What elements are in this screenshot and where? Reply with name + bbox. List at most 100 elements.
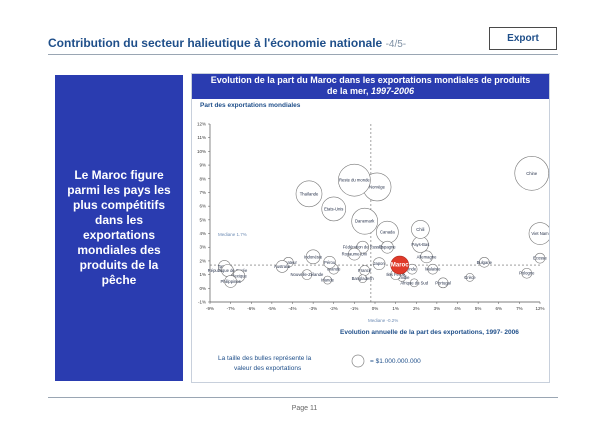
bubble [521, 267, 533, 279]
page-indicator: -4/5- [385, 39, 407, 50]
bubble-label: Chili [416, 227, 424, 232]
bubble [479, 256, 490, 268]
bubble [514, 155, 549, 191]
y-tick-label: -1% [198, 300, 206, 305]
bubble-label: Irlande [321, 278, 334, 283]
bubble-label: Iles Féroé [386, 272, 405, 277]
x-tick-label: -6% [247, 306, 255, 311]
slide-title: Contribution du secteur halieutique à l'… [48, 36, 406, 50]
bubble [338, 163, 371, 197]
bubble [323, 275, 332, 285]
bubble-label: Royaume-Uni [342, 252, 368, 257]
bubble-layer: Chine Viet Nam Ecosse Pologne Bulgarie Grèce P… [208, 155, 549, 289]
y-tick-label: 9% [199, 163, 206, 168]
chart-title-line2: de la mer, [326, 86, 369, 96]
y-tick-label: 5% [199, 217, 206, 222]
bubble [275, 260, 289, 273]
bubble [381, 240, 394, 254]
y-tick-label: 7% [199, 190, 206, 195]
x-tick-label: -9% [206, 306, 214, 311]
bubble [409, 278, 419, 288]
bubble-label: Islande [327, 267, 341, 272]
bubble-label: Japon [373, 261, 385, 266]
bubble-label: Thaïlande [300, 191, 319, 196]
bubble-label: Danemark [355, 219, 375, 224]
y-tick-label: 11% [197, 135, 206, 140]
bubble-label: Philippines [220, 279, 240, 284]
bubble [528, 222, 549, 245]
bubble-label: Bangladesh [352, 276, 375, 281]
bubble [372, 257, 386, 270]
x-tick-label: -7% [227, 306, 235, 311]
bubble-label: Norvège [369, 184, 385, 189]
bubble-label: Indonésie [304, 254, 323, 259]
median-y-label: Mediane 1.7% [218, 232, 247, 237]
bubble-label: Bulgarie [477, 260, 493, 265]
y-tick-label: 2% [199, 258, 206, 263]
bubble-chart: Part des exportations mondiales -9% -7% -6… [197, 102, 549, 372]
bubble [427, 263, 439, 275]
bubble-label: Maroc [391, 263, 409, 269]
chart-title-band: Evolution de la part du Maroc dans les e… [192, 74, 549, 99]
bubble-label: Mexique [231, 273, 247, 278]
footer-divider [48, 397, 558, 398]
x-tick-label: 3% [434, 306, 441, 311]
x-tick-label: -4% [288, 306, 296, 311]
bubble [321, 196, 347, 222]
bubble-label: Etats-Unis [324, 206, 343, 211]
x-tick-label: 1% [392, 306, 399, 311]
x-tick-label: -2% [330, 306, 338, 311]
export-button[interactable]: Export [489, 27, 557, 50]
bubble [295, 180, 323, 208]
x-tick-label: 6% [495, 306, 502, 311]
bubble [411, 220, 430, 239]
bubble-label: France [358, 268, 372, 273]
y-axis-title: Part des exportations mondiales [200, 102, 301, 109]
legend-text-line1: La taille des bulles représente la [218, 355, 312, 362]
bubble [356, 240, 369, 254]
legend-text-line2: valeur des exportations [234, 365, 302, 372]
bubble [358, 274, 367, 284]
title-divider [48, 54, 558, 55]
bubble-label: Portugal [435, 280, 451, 285]
chart-title-line1: Evolution de la part du Maroc dans les e… [210, 75, 531, 85]
x-tick-label: 0% [372, 306, 379, 311]
bubble-label: Ecosse [533, 256, 547, 261]
bubble-label: Pérou [324, 260, 336, 265]
x-tick-label: 2% [413, 306, 420, 311]
x-tick-label: 12% [535, 306, 544, 311]
bubble-label: Pologne [519, 271, 535, 276]
x-tick-label: 5% [475, 306, 482, 311]
y-tick-label: 0% [199, 286, 206, 291]
legend-value: = $1.000.000.000 [370, 358, 421, 365]
bubble [301, 269, 313, 280]
slide-title-text: Contribution du secteur halieutique à l'… [48, 36, 383, 50]
chart-frame [191, 73, 550, 383]
x-tick-label: -1% [350, 306, 358, 311]
y-tick-label: 8% [199, 176, 206, 181]
bubble-label: Reste du monde [339, 178, 370, 183]
x-axis-title: Evolution annuelle de la part des export… [340, 329, 519, 336]
bubble [465, 273, 475, 282]
bubble-label: Canada [380, 230, 395, 235]
bubble-label: Espagne [379, 245, 396, 250]
bubble-label: Chine [526, 171, 538, 176]
x-tick-label: 7% [516, 306, 523, 311]
x-tick-label: -5% [268, 306, 276, 311]
bubble [348, 247, 361, 261]
x-tick-label: 4% [454, 306, 461, 311]
bubble [390, 255, 410, 275]
bubble [420, 250, 433, 264]
median-x-label: Mediane -0.2% [368, 318, 398, 323]
y-tick-label: 3% [199, 245, 206, 250]
bubble-label: Malaisie [425, 267, 441, 272]
bubble-label: Fédération de Russie [343, 245, 383, 250]
bubble-label: Viet Nam [531, 231, 549, 236]
bubble-label: Pays-Bas [411, 242, 429, 247]
bubble-label: Afrique du Sud [400, 280, 428, 285]
bubble-label: Inde [408, 267, 417, 272]
y-tick-label: 6% [199, 204, 206, 209]
page-number: Page 11 [291, 405, 318, 412]
y-tick-label: 12% [197, 122, 206, 127]
y-tick-label: 4% [199, 231, 206, 236]
